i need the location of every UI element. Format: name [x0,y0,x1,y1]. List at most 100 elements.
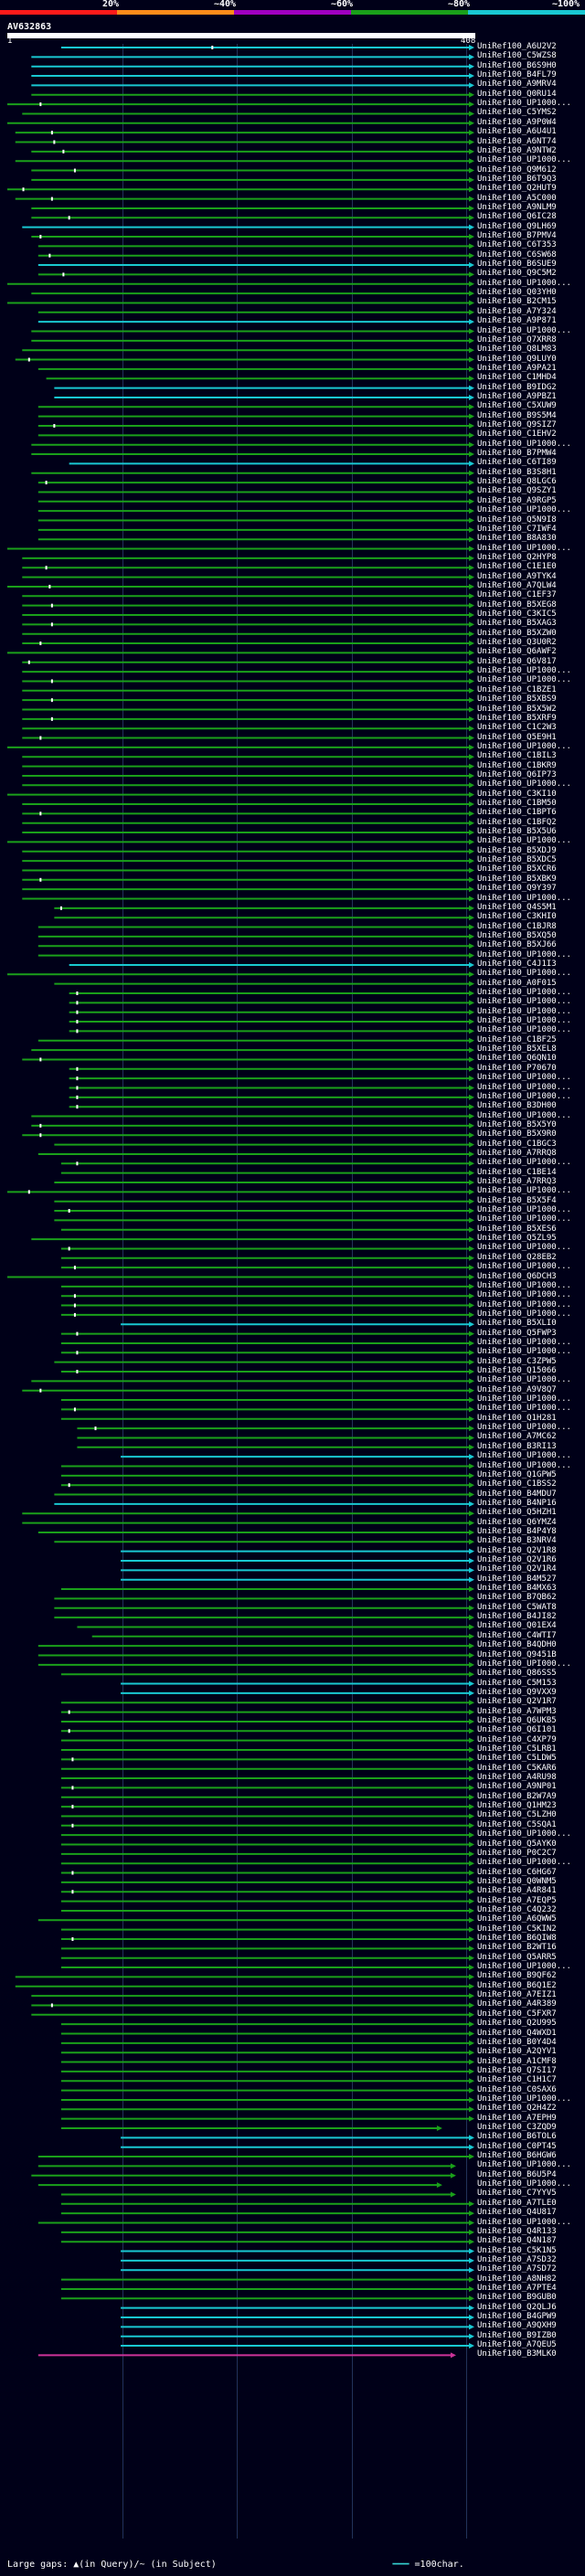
hit-accession-link[interactable]: UniRef100_UP1000... [477,969,571,979]
hit-accession-link[interactable]: UniRef100_UP1000... [477,1460,571,1470]
hit-accession-link[interactable]: UniRef100_A2QYV1 [477,2047,557,2057]
hit-accession-link[interactable]: UniRef100_UP1000... [477,1858,571,1868]
hit-accession-link[interactable]: UniRef100_UP1000... [477,1073,571,1083]
hit-accession-link[interactable]: UniRef100_C1EHV2 [477,429,557,440]
hit-accession-link[interactable]: UniRef100_Q8LGC6 [477,477,557,487]
hit-accession-link[interactable]: UniRef100_UP1000... [477,1016,571,1026]
hit-accession-link[interactable]: UniRef100_A9PBZ1 [477,391,557,401]
hit-accession-link[interactable]: UniRef100_C1MHD4 [477,373,557,383]
hit-accession-link[interactable]: UniRef100_C4XP79 [477,1734,557,1744]
hit-accession-link[interactable]: UniRef100_UP1000... [477,2217,571,2227]
hit-accession-link[interactable]: UniRef100_UP1000... [477,893,571,903]
hit-accession-link[interactable]: UniRef100_A9V8Q7 [477,1384,557,1394]
hit-accession-link[interactable]: UniRef100_A7TLE0 [477,2198,557,2208]
hit-accession-link[interactable]: UniRef100_Q2QLJ6 [477,2302,557,2312]
hit-accession-link[interactable]: UniRef100_A5C000 [477,193,557,203]
hit-accession-link[interactable]: UniRef100_Q4U817 [477,2208,557,2218]
hit-accession-link[interactable]: UniRef100_C4Q232 [477,1904,557,1914]
hit-accession-link[interactable]: UniRef100_A9MRV4 [477,80,557,90]
hit-accession-link[interactable]: UniRef100_B4MX63 [477,1584,557,1594]
hit-accession-link[interactable]: UniRef100_UP1000... [477,1404,571,1414]
hit-accession-link[interactable]: UniRef100_C6HG67 [477,1867,557,1877]
hit-accession-link[interactable]: UniRef100_Q15066 [477,1366,557,1375]
hit-accession-link[interactable]: UniRef100_A9PA21 [477,363,557,373]
hit-accession-link[interactable]: UniRef100_A6QWW5 [477,1914,557,1924]
hit-accession-link[interactable]: UniRef100_B4GPW9 [477,2312,557,2321]
hit-accession-link[interactable]: UniRef100_B5XRF9 [477,713,557,723]
hit-accession-link[interactable]: UniRef100_B2WT16 [477,1943,557,1953]
hit-accession-link[interactable]: UniRef100_C3ZQD9 [477,2123,557,2132]
hit-accession-link[interactable]: UniRef100_B9IDG2 [477,382,557,392]
hit-accession-link[interactable]: UniRef100_B9QF62 [477,1971,557,1981]
hit-accession-link[interactable]: UniRef100_C1BKR9 [477,760,557,770]
hit-accession-link[interactable]: UniRef100_C1BM50 [477,799,557,808]
hit-accession-link[interactable]: UniRef100_B6S9H0 [477,60,557,70]
hit-accession-link[interactable]: UniRef100_UP1000... [477,1337,571,1347]
hit-accession-link[interactable]: UniRef100_C1E1E0 [477,562,557,572]
hit-accession-link[interactable]: UniRef100_C5XUW9 [477,401,557,411]
hit-accession-link[interactable]: UniRef100_UP1000... [477,2094,571,2104]
hit-accession-link[interactable]: UniRef100_C1BZE1 [477,684,557,694]
hit-accession-link[interactable]: UniRef100_UP1000... [477,675,571,685]
hit-accession-link[interactable]: UniRef100_B6TOL6 [477,2132,557,2142]
hit-accession-link[interactable]: UniRef100_C1H1C7 [477,2075,557,2085]
hit-accession-link[interactable]: UniRef100_UP1000... [477,1082,571,1092]
hit-accession-link[interactable]: UniRef100_C5K1N5 [477,2245,557,2255]
hit-accession-link[interactable]: UniRef100_A7QEU5 [477,2340,557,2350]
hit-accession-link[interactable]: UniRef100_UP1000... [477,1243,571,1253]
hit-accession-link[interactable]: UniRef100_B5X5Y0 [477,1119,557,1129]
hit-accession-link[interactable]: UniRef100_UP1000... [477,1110,571,1120]
hit-accession-link[interactable]: UniRef100_C5YMS2 [477,108,557,118]
hit-accession-link[interactable]: UniRef100_Q9M612 [477,164,557,175]
hit-accession-link[interactable]: UniRef100_UP1000... [477,1290,571,1300]
hit-accession-link[interactable]: UniRef100_C1BF25 [477,1034,557,1044]
hit-accession-link[interactable]: UniRef100_Q9LH69 [477,221,557,231]
hit-accession-link[interactable]: UniRef100_B5XZW0 [477,628,557,638]
hit-accession-link[interactable]: UniRef100_Q5AYK0 [477,1839,557,1849]
hit-accession-link[interactable]: UniRef100_A4RU98 [477,1773,557,1783]
hit-accession-link[interactable]: UniRef100_UP1000... [477,997,571,1007]
hit-accession-link[interactable]: UniRef100_Q6YMZ4 [477,1517,557,1527]
hit-accession-link[interactable]: UniRef100_B5XBK9 [477,874,557,884]
hit-accession-link[interactable]: UniRef100_A8NH82 [477,2274,557,2284]
hit-accession-link[interactable]: UniRef100_UP1000... [477,1186,571,1196]
hit-accession-link[interactable]: UniRef100_A7SD72 [477,2264,557,2274]
hit-accession-link[interactable]: UniRef100_Q3U0R2 [477,638,557,648]
hit-accession-link[interactable]: UniRef100_C1BFQ2 [477,817,557,827]
hit-accession-link[interactable]: UniRef100_UP1000... [477,99,571,109]
hit-accession-link[interactable]: UniRef100_UP1000... [477,1205,571,1215]
hit-accession-link[interactable]: UniRef100_UP1000... [477,505,571,515]
hit-accession-link[interactable]: UniRef100_Q1HM23 [477,1801,557,1811]
hit-accession-link[interactable]: UniRef100_Q9C5M2 [477,269,557,279]
hit-accession-link[interactable]: UniRef100_C5LDW5 [477,1754,557,1764]
hit-accession-link[interactable]: UniRef100_B4NP16 [477,1498,557,1508]
hit-accession-link[interactable]: UniRef100_UP1000... [477,988,571,997]
hit-accession-link[interactable]: UniRef100_Q9SZY1 [477,486,557,496]
hit-accession-link[interactable]: UniRef100_UP1000... [477,741,571,751]
hit-accession-link[interactable]: UniRef100_B5XEG8 [477,599,557,610]
hit-accession-link[interactable]: UniRef100_B8A830 [477,534,557,544]
hit-accession-link[interactable]: UniRef100_A9P871 [477,316,557,326]
hit-accession-link[interactable]: UniRef100_A0F015 [477,978,557,988]
hit-accession-link[interactable]: UniRef100_UP1000... [477,2179,571,2189]
hit-accession-link[interactable]: UniRef100_C1C2W3 [477,723,557,733]
hit-accession-link[interactable]: UniRef100_Q9Y397 [477,884,557,894]
hit-accession-link[interactable]: UniRef100_C3KI10 [477,789,557,799]
hit-accession-link[interactable]: UniRef100_B4MDU7 [477,1489,557,1499]
hit-accession-link[interactable]: UniRef100_UP1000... [477,1309,571,1319]
hit-accession-link[interactable]: UniRef100_B6Q1E2 [477,1980,557,1990]
hit-accession-link[interactable]: UniRef100_UP1000... [477,1375,571,1385]
hit-accession-link[interactable]: UniRef100_Q2V1R7 [477,1697,557,1707]
hit-accession-link[interactable]: UniRef100_Q2V1R4 [477,1564,557,1574]
hit-accession-link[interactable]: UniRef100_C6T353 [477,240,557,250]
hit-accession-link[interactable]: UniRef100_A6NT74 [477,136,557,146]
hit-accession-link[interactable]: UniRef100_C5LZH0 [477,1810,557,1820]
hit-accession-link[interactable]: UniRef100_A7PTE4 [477,2283,557,2293]
hit-accession-link[interactable]: UniRef100_B5XLI0 [477,1319,557,1329]
hit-accession-link[interactable]: UniRef100_B5X9R0 [477,1129,557,1140]
hit-accession-link[interactable]: UniRef100_C7IWF4 [477,524,557,534]
hit-accession-link[interactable]: UniRef100_Q1H281 [477,1413,557,1423]
hit-accession-link[interactable]: UniRef100_UP1000... [477,1006,571,1016]
hit-accession-link[interactable]: UniRef100_Q2V1R6 [477,1555,557,1564]
hit-accession-link[interactable]: UniRef100_UP1000... [477,1451,571,1461]
